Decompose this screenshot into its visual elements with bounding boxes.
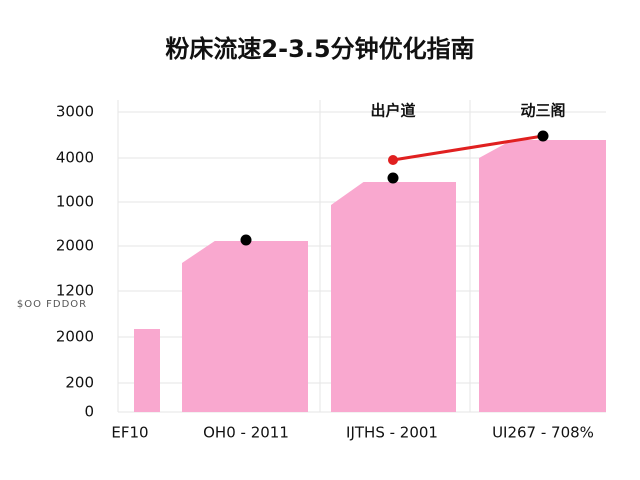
annotation: 动三阁 <box>520 102 565 120</box>
point <box>537 130 549 142</box>
trend-line <box>392 134 544 162</box>
x-tick-label: IJTHS - 2001 <box>346 424 438 442</box>
x-tick-label: EF10 <box>111 424 148 442</box>
y-tick-label: 2000 <box>56 328 94 346</box>
point <box>387 172 399 184</box>
x-tick-label: OH0 - 2011 <box>203 424 289 442</box>
y-tick-label: 200 <box>65 374 94 392</box>
y-tick-label: 0 <box>84 403 94 421</box>
y-tick-label: 1000 <box>56 193 94 211</box>
y-axis-label: $OO FDDOR <box>17 299 87 310</box>
bar <box>182 241 308 412</box>
annotation: 出户道 <box>370 102 415 120</box>
bar <box>479 140 606 412</box>
y-tick-label: 2000 <box>56 237 94 255</box>
y-tick-label: 1200 <box>56 282 94 300</box>
y-tick-label: 4000 <box>56 149 94 167</box>
chart-title: 粉床流速2-3.5分钟优化指南 <box>165 35 474 63</box>
line-point <box>388 155 398 165</box>
x-tick-label: UI267 - 708% <box>492 424 594 442</box>
bar <box>134 329 160 412</box>
bar <box>331 182 456 412</box>
point <box>240 234 252 246</box>
y-tick-label: 3000 <box>56 103 94 121</box>
